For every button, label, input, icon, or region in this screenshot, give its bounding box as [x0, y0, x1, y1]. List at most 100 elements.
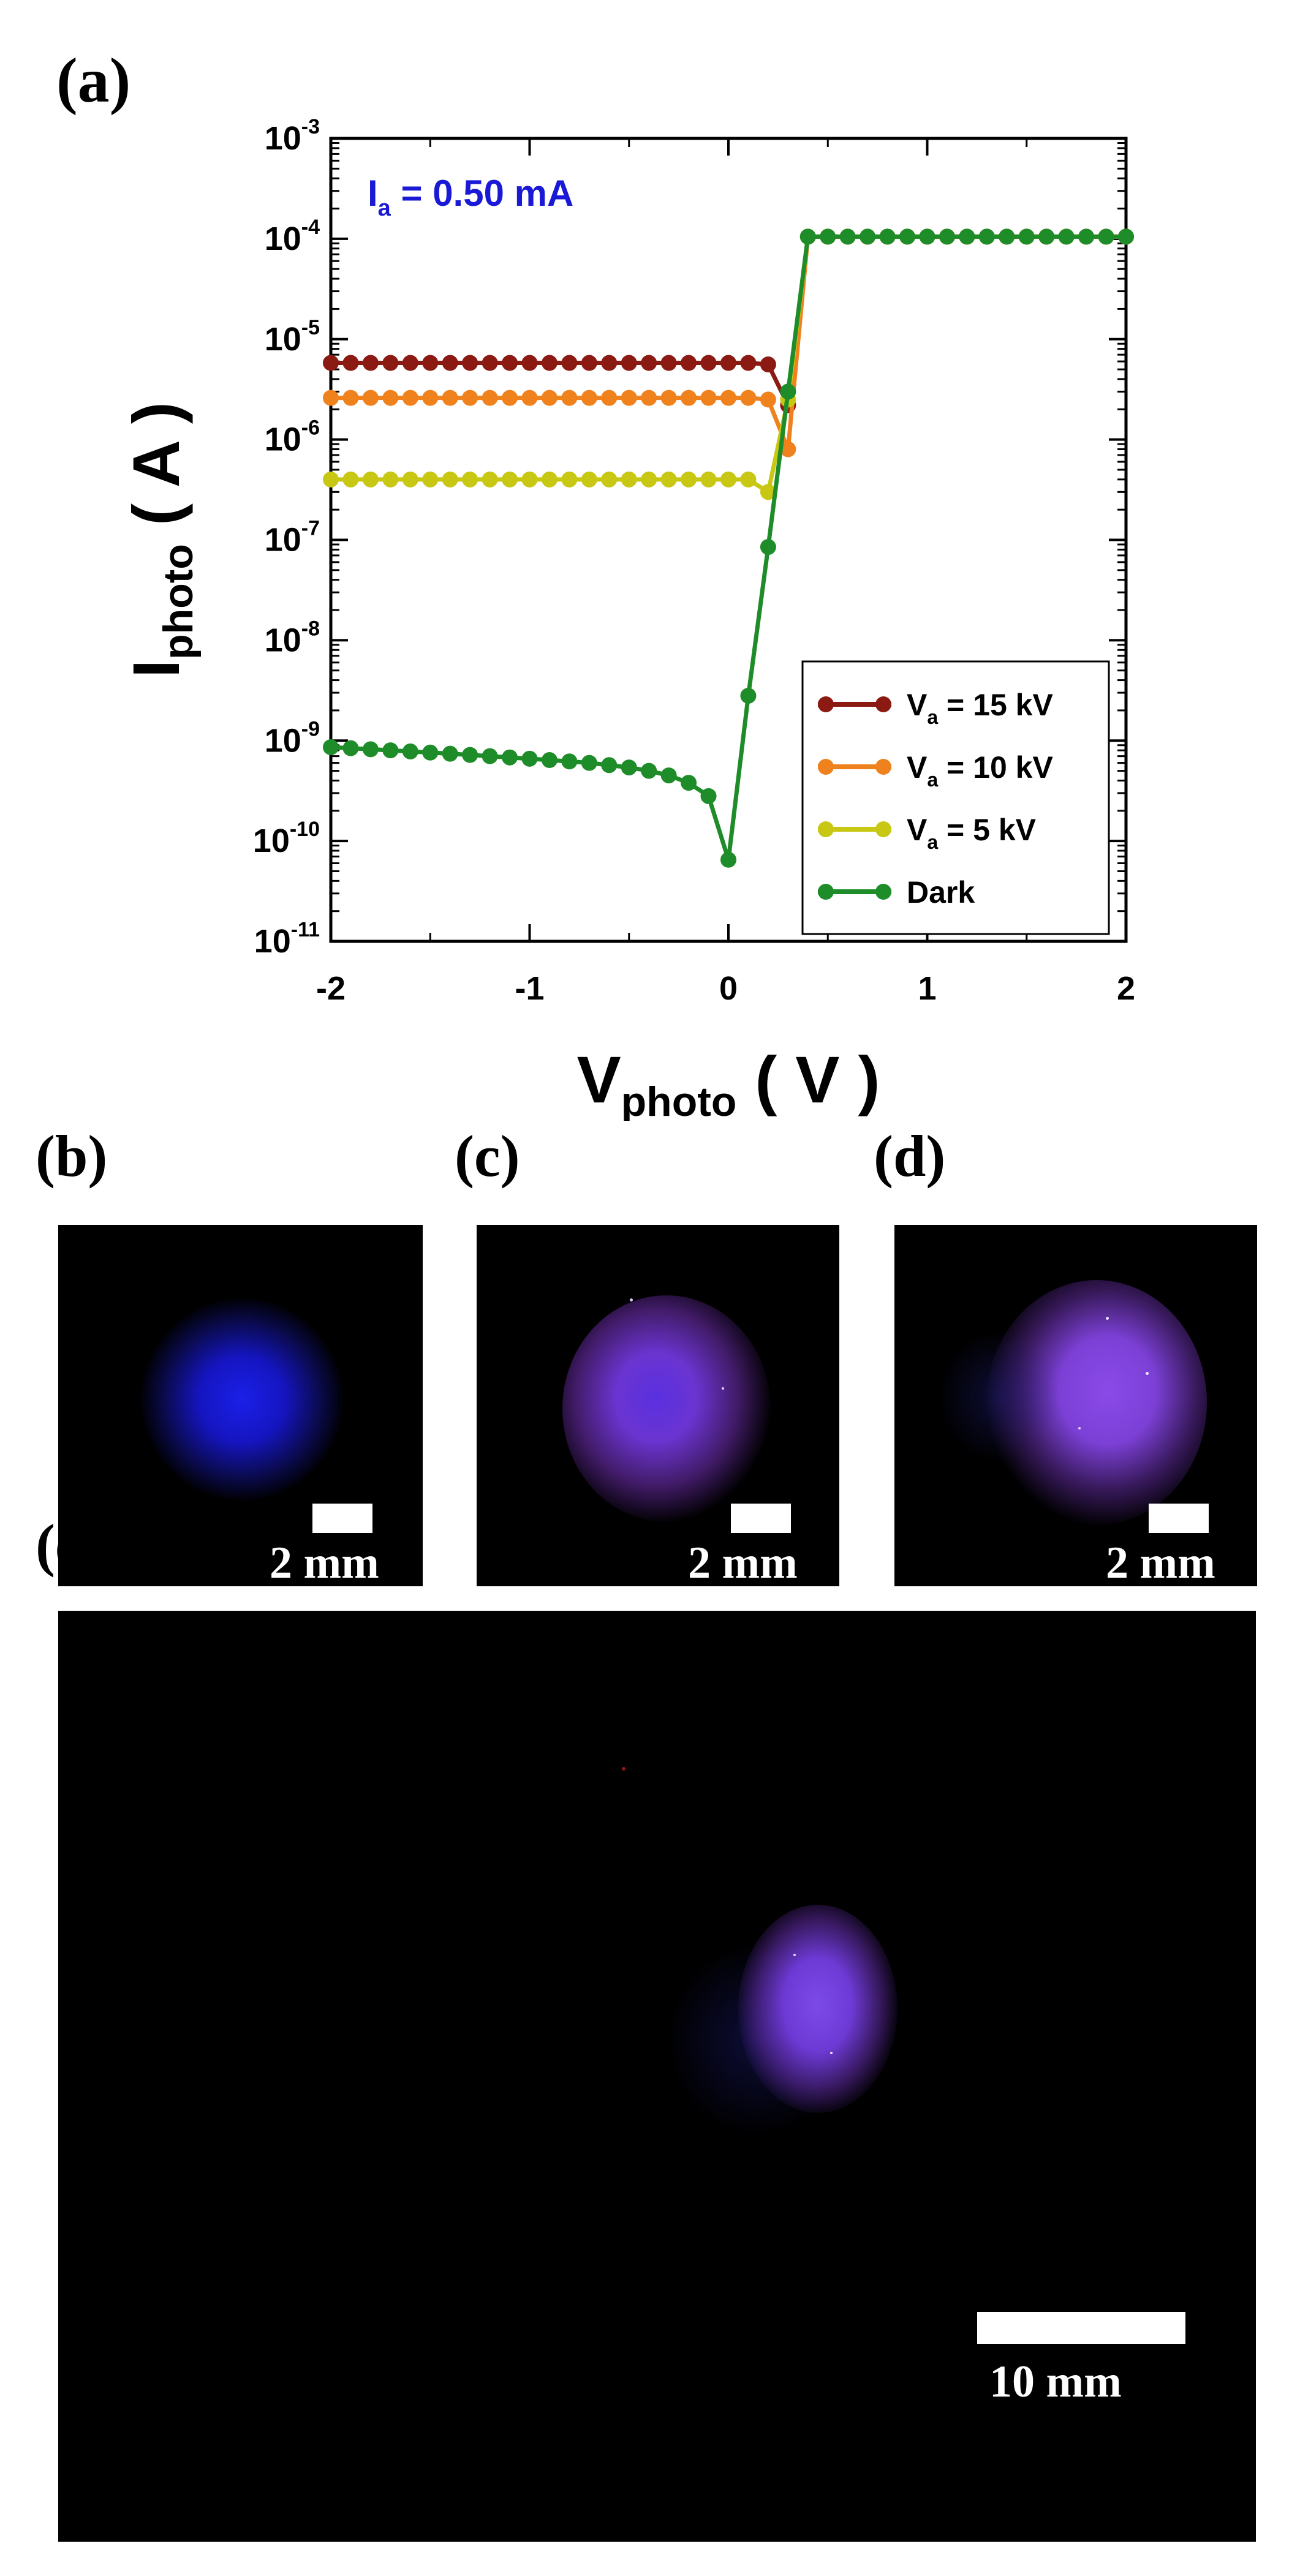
- data-point: [561, 753, 578, 770]
- data-point: [323, 471, 339, 488]
- data-point: [462, 355, 478, 371]
- photo-e: 10 mm: [58, 1611, 1256, 2542]
- legend-swatch-marker: [875, 759, 891, 775]
- data-point: [660, 767, 677, 784]
- data-point: [720, 390, 736, 406]
- photo-b-scale-label: 2 mm: [270, 1538, 379, 1586]
- data-point: [342, 740, 359, 756]
- data-point: [700, 390, 717, 406]
- x-axis-label: Vphoto ( V ): [577, 1042, 880, 1121]
- data-point: [521, 355, 538, 371]
- data-point: [402, 743, 418, 759]
- data-point: [581, 390, 597, 406]
- y-tick-label: 10-5: [265, 316, 320, 358]
- data-point: [641, 471, 657, 488]
- legend-box: [801, 660, 1110, 935]
- data-point: [402, 390, 418, 406]
- legend-swatch-marker: [818, 884, 834, 900]
- legend-swatch-marker: [875, 821, 891, 837]
- data-point: [382, 742, 399, 759]
- data-point: [681, 471, 697, 488]
- legend-label: Dark: [907, 875, 975, 910]
- data-point: [860, 228, 876, 245]
- data-point: [601, 355, 618, 371]
- data-point: [442, 471, 458, 488]
- y-tick-label: 10-11: [254, 918, 320, 960]
- y-tick-label: 10-4: [265, 216, 320, 257]
- photo-d-sparkle: [1146, 1372, 1149, 1375]
- data-point: [700, 788, 717, 804]
- data-point: [760, 356, 776, 373]
- data-point: [561, 471, 578, 488]
- data-point: [621, 759, 637, 776]
- legend-label: Va = 15 kV: [907, 688, 1053, 728]
- data-point: [1098, 228, 1114, 245]
- x-tick-label: -1: [515, 970, 544, 1007]
- legend-swatch-marker: [875, 884, 891, 900]
- photo-b-glow: [141, 1298, 343, 1501]
- data-point: [681, 355, 697, 371]
- data-point: [442, 355, 458, 371]
- data-point: [323, 739, 339, 755]
- data-point: [581, 355, 597, 371]
- data-point: [462, 390, 478, 406]
- photo-b-scalebar: [312, 1504, 372, 1533]
- data-point: [422, 355, 439, 371]
- data-point: [1058, 228, 1075, 245]
- data-point: [681, 775, 697, 791]
- series-dark: [323, 228, 1134, 868]
- data-point: [581, 755, 597, 771]
- data-point: [342, 471, 359, 488]
- data-point: [402, 471, 418, 488]
- data-point: [720, 471, 736, 488]
- series-v-a-10-kv: [323, 228, 1134, 458]
- data-point: [342, 390, 359, 406]
- photo-d-glow: [986, 1280, 1207, 1525]
- data-point: [820, 228, 836, 245]
- data-point: [382, 390, 399, 406]
- photo-c-glow: [562, 1295, 771, 1522]
- photo-d-scale-label: 2 mm: [1106, 1538, 1215, 1586]
- data-point: [541, 471, 557, 488]
- panel-label-b: (b): [36, 1123, 108, 1189]
- data-point: [362, 355, 379, 371]
- y-tick-label: 10-10: [253, 818, 320, 859]
- x-tick-label: 0: [719, 970, 738, 1007]
- data-point: [561, 355, 578, 371]
- data-point: [899, 228, 916, 245]
- data-point: [740, 687, 757, 704]
- chart-labels: 10-11 10-10 10-9 10-8 10-7 10-6 10-5 10-4 10-3 -2…: [119, 115, 1135, 1121]
- data-point: [422, 744, 439, 761]
- photo-d-shadow: [937, 1329, 1060, 1464]
- data-point: [521, 471, 538, 488]
- photo-e-sparkle: [622, 1767, 625, 1771]
- data-point: [482, 471, 498, 488]
- data-point: [839, 228, 856, 245]
- series-line: [331, 234, 1126, 450]
- legend-swatch-marker: [818, 696, 834, 712]
- data-point: [660, 355, 677, 371]
- data-point: [402, 355, 418, 371]
- data-point: [502, 355, 518, 371]
- photo-e-glow: [738, 1905, 898, 2113]
- data-point: [462, 747, 478, 763]
- data-point: [541, 390, 557, 406]
- y-axis-label: Iphoto ( A ): [119, 402, 202, 678]
- data-point: [939, 228, 955, 245]
- data-point: [362, 390, 379, 406]
- data-point: [621, 355, 637, 371]
- data-point: [660, 471, 677, 488]
- data-point: [700, 355, 717, 371]
- data-point: [482, 748, 498, 764]
- data-point: [422, 471, 439, 488]
- data-point: [382, 355, 399, 371]
- data-point: [641, 390, 657, 406]
- data-point: [323, 355, 339, 371]
- photo-d-scalebar: [1149, 1504, 1209, 1533]
- series-v-a-15-kv: [323, 228, 1134, 413]
- data-point: [561, 390, 578, 406]
- photo-c-scalebar: [731, 1504, 791, 1533]
- photo-b: 2 mm: [58, 1225, 423, 1586]
- data-point: [740, 355, 757, 371]
- photo-d: 2 mm: [894, 1225, 1257, 1586]
